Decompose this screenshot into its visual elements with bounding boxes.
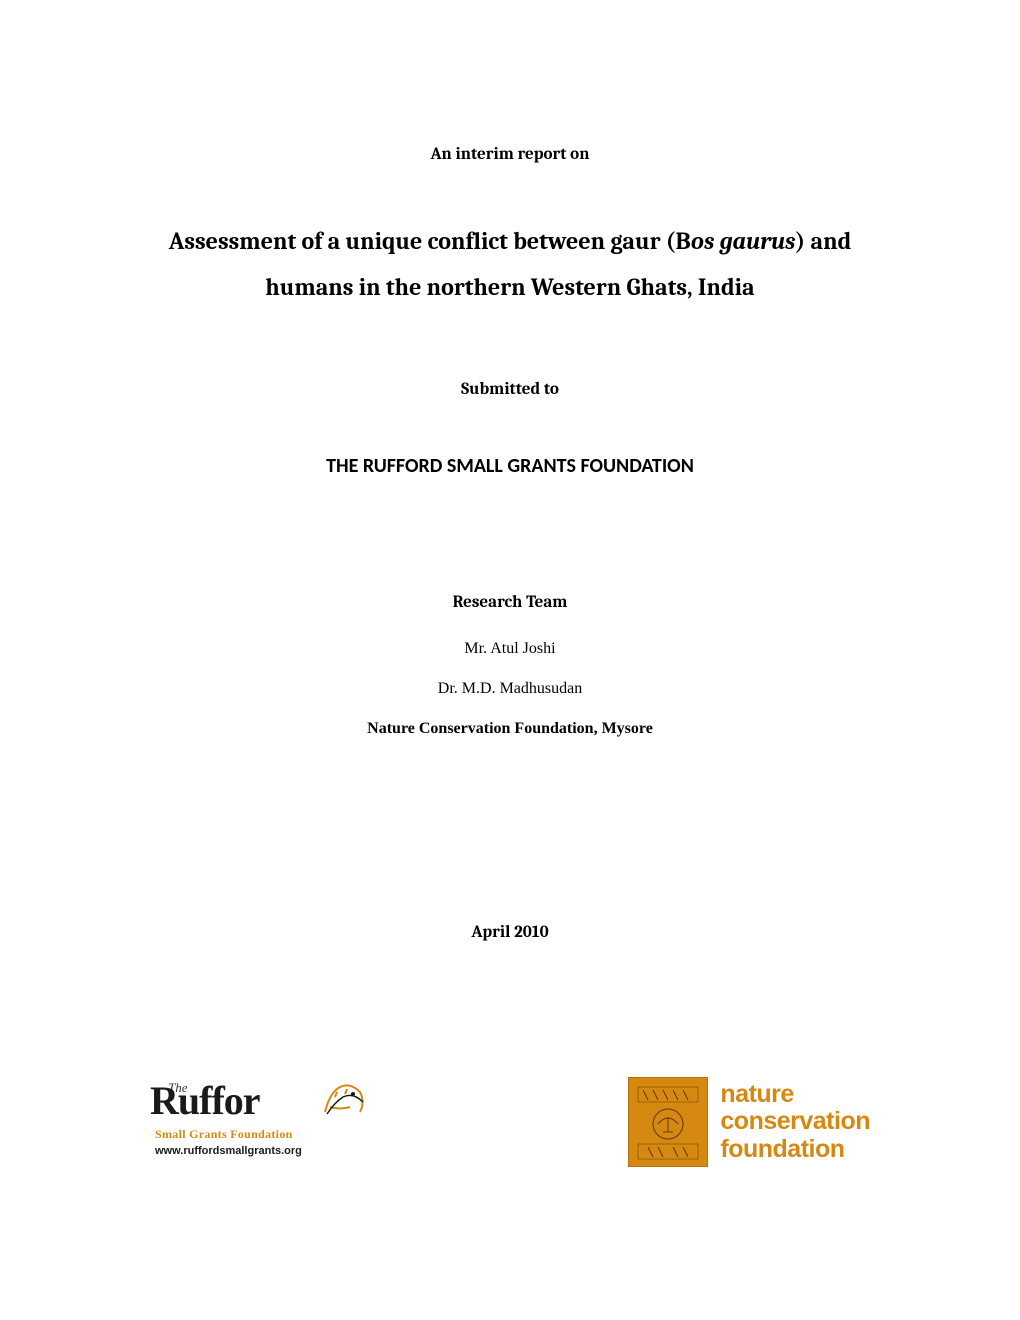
report-date: April 2010	[110, 923, 910, 942]
rufford-logo: The Ruffor Small Grants Foundation www.r…	[150, 1072, 380, 1172]
rufford-subtitle: Small Grants Foundation	[155, 1127, 293, 1142]
team-organization: Nature Conservation Foundation, Mysore	[110, 720, 910, 738]
title-part1: Assessment of a unique conflict between …	[169, 227, 691, 255]
submitted-to-label: Submitted to	[110, 380, 910, 399]
title-italic: os gaurus	[691, 227, 796, 255]
ncf-line2: conservation	[720, 1108, 870, 1136]
team-member-2: Dr. M.D. Madhusudan	[110, 680, 910, 698]
interim-report-label: An interim report on	[110, 145, 910, 164]
rufford-url: www.ruffordsmallgrants.org	[155, 1145, 302, 1157]
ncf-seal-icon	[633, 1082, 703, 1162]
team-member-1: Mr. Atul Joshi	[110, 640, 910, 658]
document-title: Assessment of a unique conflict between …	[110, 219, 910, 310]
ncf-line3: foundation	[720, 1136, 870, 1164]
ncf-logo: nature conservation foundation	[628, 1077, 870, 1167]
rufford-name: Ruffor	[150, 1077, 260, 1124]
ncf-emblem-icon	[628, 1077, 708, 1167]
ncf-line1: nature	[720, 1081, 870, 1109]
tiger-icon	[315, 1072, 370, 1122]
logos-container: The Ruffor Small Grants Foundation www.r…	[110, 1072, 910, 1172]
title-part2: ) and	[795, 227, 851, 255]
ncf-text: nature conservation foundation	[720, 1081, 870, 1164]
research-team-heading: Research Team	[110, 593, 910, 612]
title-line2: humans in the northern Western Ghats, In…	[265, 273, 754, 301]
foundation-name: THE RUFFORD SMALL GRANTS FOUNDATION	[110, 454, 910, 478]
